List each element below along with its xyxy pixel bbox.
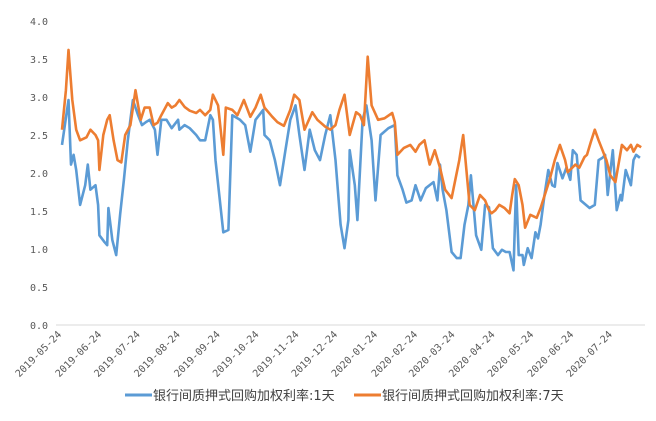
y-tick-label: 0.0 — [30, 321, 48, 332]
y-axis: 0.0 0.5 1.0 1.5 2.0 2.5 3.0 3.5 4.0 — [30, 17, 48, 332]
y-tick-label: 3.5 — [30, 55, 48, 66]
y-tick-label: 4.0 — [30, 17, 48, 28]
series-line-7d — [60, 48, 642, 229]
y-tick-label: 2.0 — [30, 169, 48, 180]
plot-area — [60, 48, 642, 272]
y-tick-label: 1.0 — [30, 245, 48, 256]
legend-item-7d: 银行间质押式回购加权利率:7天 — [354, 388, 564, 404]
y-tick-label: 0.5 — [30, 283, 48, 294]
y-tick-label: 1.5 — [30, 207, 48, 218]
legend-item-1d: 银行间质押式回购加权利率:1天 — [125, 388, 335, 404]
x-axis: 2019-05-242019-06-242019-07-242019-08-24… — [14, 329, 615, 379]
legend-label-1d: 银行间质押式回购加权利率:1天 — [153, 388, 335, 404]
legend-label-7d: 银行间质押式回购加权利率:7天 — [382, 388, 564, 404]
y-tick-label: 2.5 — [30, 131, 48, 142]
legend: 银行间质押式回购加权利率:1天 银行间质押式回购加权利率:7天 — [125, 388, 564, 404]
y-tick-label: 3.0 — [30, 93, 48, 104]
series-line-1d — [60, 98, 641, 272]
